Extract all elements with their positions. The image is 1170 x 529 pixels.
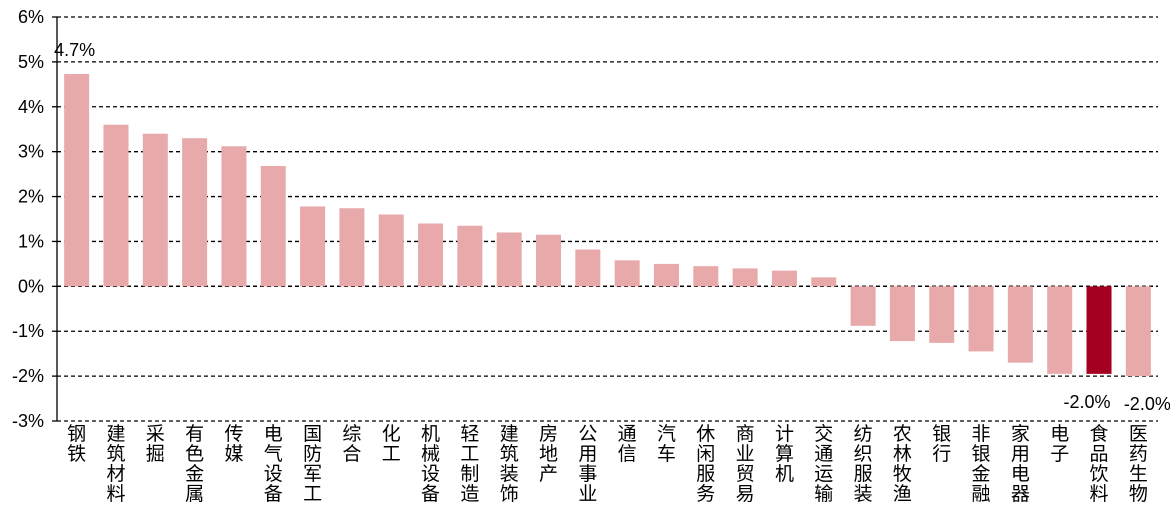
bar-4	[182, 138, 208, 287]
bar-20	[811, 277, 837, 287]
category-label: 电子	[1050, 423, 1069, 465]
data-label: 4.7%	[54, 40, 95, 60]
bar-11	[457, 225, 483, 287]
category-label: 采掘	[146, 423, 165, 465]
y-tick-label: 0%	[18, 276, 44, 296]
bar-12	[496, 232, 522, 287]
category-label: 医药生物	[1129, 423, 1148, 505]
bar-17	[693, 266, 719, 287]
bars	[64, 74, 1151, 377]
category-label: 农林牧渔	[893, 423, 912, 505]
bar-2	[103, 124, 129, 287]
bar-21	[850, 286, 876, 326]
category-label: 电气设备	[264, 423, 283, 505]
category-label: 通信	[618, 423, 637, 465]
bar-9	[378, 214, 404, 287]
bar-1	[64, 74, 90, 287]
bar-10	[418, 223, 444, 287]
category-label: 钢铁	[67, 423, 86, 465]
bar-25	[1007, 286, 1033, 363]
y-tick-label: 6%	[18, 7, 44, 27]
category-label: 轻工制造	[460, 423, 479, 505]
bar-26	[1047, 286, 1073, 374]
category-label: 综合	[342, 423, 361, 465]
category-label: 房地产	[539, 423, 558, 485]
category-label: 计算机	[775, 423, 794, 485]
bar-13	[536, 234, 562, 287]
bar-28	[1125, 286, 1151, 377]
category-label: 建筑材料	[106, 423, 125, 505]
bar-22	[889, 286, 915, 342]
category-label: 国防军工	[303, 423, 322, 505]
category-label: 家用电器	[1011, 423, 1030, 505]
bar-27	[1086, 286, 1112, 374]
category-label: 传媒	[224, 423, 243, 465]
category-label: 机械设备	[421, 423, 440, 505]
category-label: 汽车	[657, 423, 676, 465]
bar-14	[575, 249, 601, 287]
bar-23	[929, 286, 955, 343]
y-tick-label: -2%	[12, 366, 44, 386]
data-label: -2.0%	[1124, 394, 1170, 414]
bar-19	[771, 270, 797, 287]
category-label: 食品饮料	[1090, 423, 1109, 505]
bar-15	[614, 260, 640, 287]
category-label: 银行	[932, 423, 951, 465]
y-tick-labels: 6% 5% 4% 3% 2% 1% 0% -1% -2% -3%	[12, 7, 44, 431]
y-tick-label: 1%	[18, 231, 44, 251]
category-label: 公用事业	[578, 423, 597, 505]
y-tick-label: 2%	[18, 187, 44, 207]
category-label: 建筑装饰	[500, 423, 519, 505]
bar-8	[339, 208, 365, 287]
category-label: 交通运输	[814, 423, 833, 505]
bar-24	[968, 286, 994, 352]
data-labels: 4.7% -2.0% -2.0%	[54, 40, 1170, 414]
category-label: 有色金属	[185, 423, 204, 505]
category-label: 化工	[382, 423, 401, 465]
category-label: 休闲服务	[696, 423, 715, 505]
bar-18	[732, 268, 758, 287]
bar-7	[300, 206, 326, 287]
category-label: 纺织服装	[854, 423, 873, 505]
y-tick-label: 4%	[18, 97, 44, 117]
y-tick-label: -3%	[12, 411, 44, 431]
bar-3	[142, 133, 168, 287]
y-tick-label: 5%	[18, 52, 44, 72]
axes	[52, 16, 58, 422]
bar-6	[260, 166, 286, 287]
category-label: 非银金融	[972, 423, 991, 505]
bar-16	[653, 263, 679, 287]
data-label: -2.0%	[1064, 392, 1111, 412]
category-label: 商业贸易	[736, 423, 755, 505]
bar-5	[221, 146, 247, 287]
y-tick-label: 3%	[18, 142, 44, 162]
y-tick-label: -1%	[12, 321, 44, 341]
